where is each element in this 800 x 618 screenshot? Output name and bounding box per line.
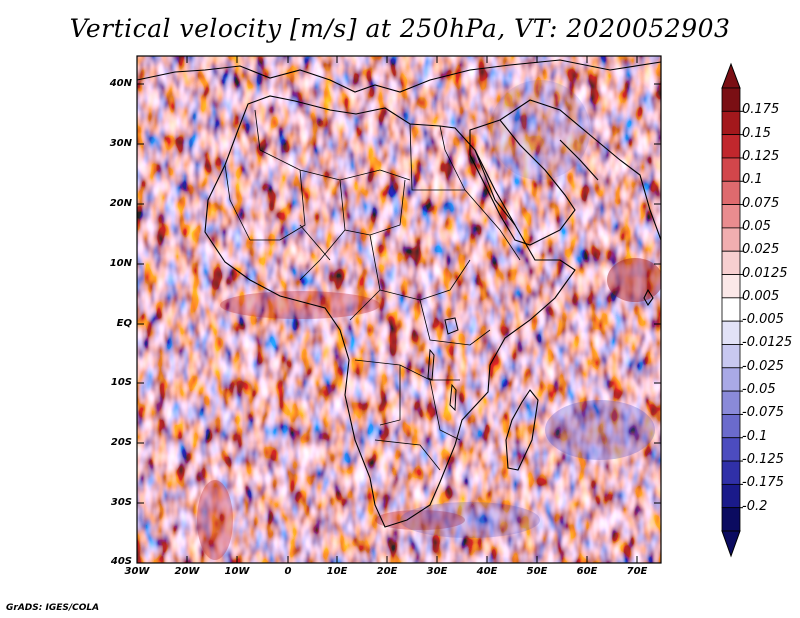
colorbar-label: 0.0125: [742, 265, 788, 281]
lon-label-0: 0: [284, 566, 292, 577]
colorbar-label: -0.05: [742, 382, 776, 398]
colorbar-label: 0.025: [742, 242, 780, 258]
colorbar-segment: [721, 437, 741, 462]
footer-credit: GrADS: IGES/COLA: [6, 603, 100, 613]
colorbar-label: 0.1: [742, 172, 763, 188]
colorbar-label: -0.175: [742, 475, 784, 491]
colorbar-label: 0.05: [742, 218, 771, 234]
lat-label-20n: 20N: [109, 198, 132, 209]
colorbar-segment: [721, 390, 741, 415]
colorbar-bottom-arrow: [721, 530, 741, 558]
colorbar-label: 0.005: [742, 288, 780, 304]
lat-label-30s: 30S: [110, 497, 132, 508]
colorbar-segment: [721, 157, 741, 182]
colorbar-label: 0.075: [742, 195, 780, 211]
map-frame: [136, 55, 662, 564]
lon-label-40e: 40E: [476, 566, 498, 577]
colorbar-segment: [721, 320, 741, 345]
colorbar-segment: [721, 180, 741, 205]
lakes: [427, 317, 459, 412]
lat-label-eq: EQ: [116, 318, 132, 329]
colorbar-label: 0.175: [742, 102, 780, 118]
colorbar-label: -0.075: [742, 405, 784, 421]
lon-label-20w: 20W: [174, 566, 200, 577]
colorbar-segment: [721, 507, 741, 532]
colorbar-label: -0.2: [742, 498, 768, 514]
colorbar-segment: [721, 134, 741, 159]
colorbar-segment: [721, 414, 741, 439]
lon-label-30e: 30E: [426, 566, 448, 577]
colorbar-label: -0.025: [742, 358, 784, 374]
colorbar-segment: [721, 483, 741, 509]
colorbar-segment: [721, 204, 741, 229]
colorbar-segment: [721, 460, 741, 485]
lat-label-10s: 10S: [110, 377, 132, 388]
colorbar-segment: [721, 250, 741, 275]
axis-ticks: [137, 56, 661, 563]
lon-label-50e: 50E: [526, 566, 548, 577]
lon-label-20e: 20E: [376, 566, 398, 577]
lon-label-60e: 60E: [576, 566, 598, 577]
coastlines: [137, 59, 661, 528]
lon-label-70e: 70E: [626, 566, 648, 577]
velocity-field: [137, 56, 661, 563]
colorbar-label: 0.125: [742, 148, 780, 164]
colorbar-segment: [721, 367, 741, 392]
colorbar-segment: [721, 297, 741, 322]
colorbar-segment: [721, 274, 741, 299]
lon-label-10e: 10E: [326, 566, 348, 577]
country-borders: [224, 109, 521, 471]
colorbar-label: -0.005: [742, 312, 784, 328]
lat-label-30n: 30N: [109, 138, 132, 149]
colorbar-label: 0.15: [742, 125, 771, 141]
lat-label-10n: 10N: [109, 258, 132, 269]
colorbar-segment: [721, 110, 741, 136]
colorbar-segment: [721, 227, 741, 252]
colorbar-top-arrow: [721, 62, 741, 89]
colorbar-label: -0.1: [742, 428, 768, 444]
colorbar-label: -0.125: [742, 452, 784, 468]
colorbar-segment: [721, 344, 741, 369]
lat-label-40s: 40S: [110, 556, 132, 567]
lon-label-30w: 30W: [124, 566, 150, 577]
lat-label-40n: 40N: [109, 78, 132, 89]
colorbar-label: -0.0125: [742, 335, 793, 351]
lat-label-20s: 20S: [110, 437, 132, 448]
colorbar: [721, 62, 743, 558]
colorbar-segment: [721, 87, 741, 112]
map-title: Vertical velocity [m/s] at 250hPa, VT: 2…: [69, 14, 731, 43]
lon-label-10w: 10W: [224, 566, 250, 577]
